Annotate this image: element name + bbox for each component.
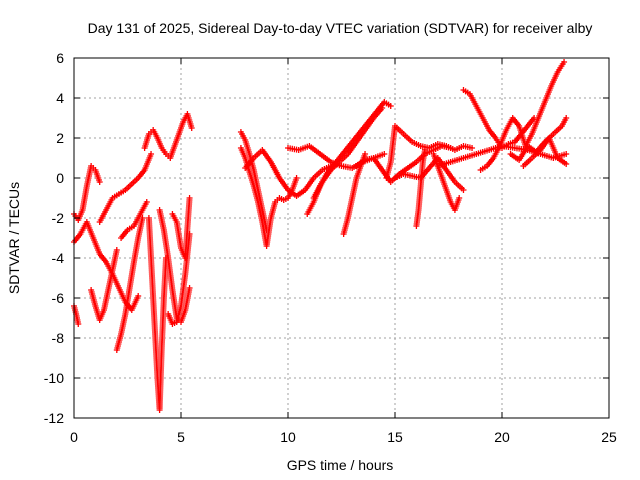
series-track-14 xyxy=(237,145,300,249)
y-tick-label: -4 xyxy=(52,250,65,266)
series-track-25 xyxy=(460,87,538,151)
chart-title: Day 131 of 2025, Sidereal Day-to-day VTE… xyxy=(88,20,593,36)
data-point xyxy=(188,125,195,131)
series-track-24 xyxy=(430,151,463,213)
data-point xyxy=(143,199,150,205)
axis-ticks: 0 5 10 15 20 25 -12 -10 -8 -6 -4 -2 0 2 4 6 xyxy=(44,50,617,445)
series-track-4 xyxy=(88,247,120,323)
data-point xyxy=(135,293,142,299)
data-point xyxy=(460,187,467,193)
y-tick-label: 6 xyxy=(56,50,64,66)
data-point xyxy=(563,151,570,157)
data-point xyxy=(293,175,300,181)
data-point xyxy=(381,151,388,157)
data-point xyxy=(469,145,476,151)
y-tick-label: -2 xyxy=(52,210,65,226)
series-track-9 xyxy=(145,215,170,413)
data-point xyxy=(387,103,394,109)
x-axis-label: GPS time / hours xyxy=(287,457,394,473)
series-track-5 xyxy=(96,151,155,225)
series-track-16 xyxy=(285,143,388,171)
plot-frame xyxy=(73,57,610,419)
series-track-27 xyxy=(477,59,568,173)
y-tick-label: -8 xyxy=(52,330,65,346)
data-point xyxy=(456,195,463,201)
data-point xyxy=(421,147,428,153)
x-tick-label: 20 xyxy=(494,429,510,445)
plot-marks xyxy=(71,59,570,413)
x-tick-label: 0 xyxy=(70,429,78,445)
data-point xyxy=(362,151,369,157)
x-tick-label: 5 xyxy=(177,429,185,445)
y-tick-label: 4 xyxy=(56,90,64,106)
data-point xyxy=(186,195,193,201)
series-track-23 xyxy=(413,147,428,229)
series-track-10 xyxy=(156,207,193,325)
data-point xyxy=(113,247,120,253)
data-point xyxy=(563,161,570,167)
y-axis-label: SDTVAR / TECUs xyxy=(6,182,22,294)
x-tick-label: 15 xyxy=(387,429,403,445)
data-point xyxy=(379,105,386,111)
series-track-22 xyxy=(392,155,467,193)
data-point xyxy=(148,151,155,157)
series-track-18 xyxy=(310,105,386,201)
y-tick-label: -6 xyxy=(52,290,65,306)
data-point xyxy=(75,321,82,327)
y-tick-label: -10 xyxy=(44,370,64,386)
series-track-6 xyxy=(113,215,146,353)
y-tick-label: -12 xyxy=(44,410,64,426)
x-tick-label: 10 xyxy=(280,429,296,445)
series-track-7 xyxy=(118,199,150,241)
data-point xyxy=(96,179,103,185)
data-point xyxy=(561,59,568,65)
y-tick-label: 0 xyxy=(56,170,64,186)
data-point xyxy=(563,115,570,121)
y-tick-label: 2 xyxy=(56,130,64,146)
series-track-8 xyxy=(141,111,195,161)
series-track-29 xyxy=(520,135,570,169)
series-track-21 xyxy=(383,123,476,181)
series-track-2 xyxy=(71,219,142,313)
x-tick-label: 25 xyxy=(601,429,617,445)
series-track-15 xyxy=(242,147,334,199)
series-track-19 xyxy=(340,151,369,237)
data-point xyxy=(186,285,193,291)
series-track-12 xyxy=(169,195,193,261)
